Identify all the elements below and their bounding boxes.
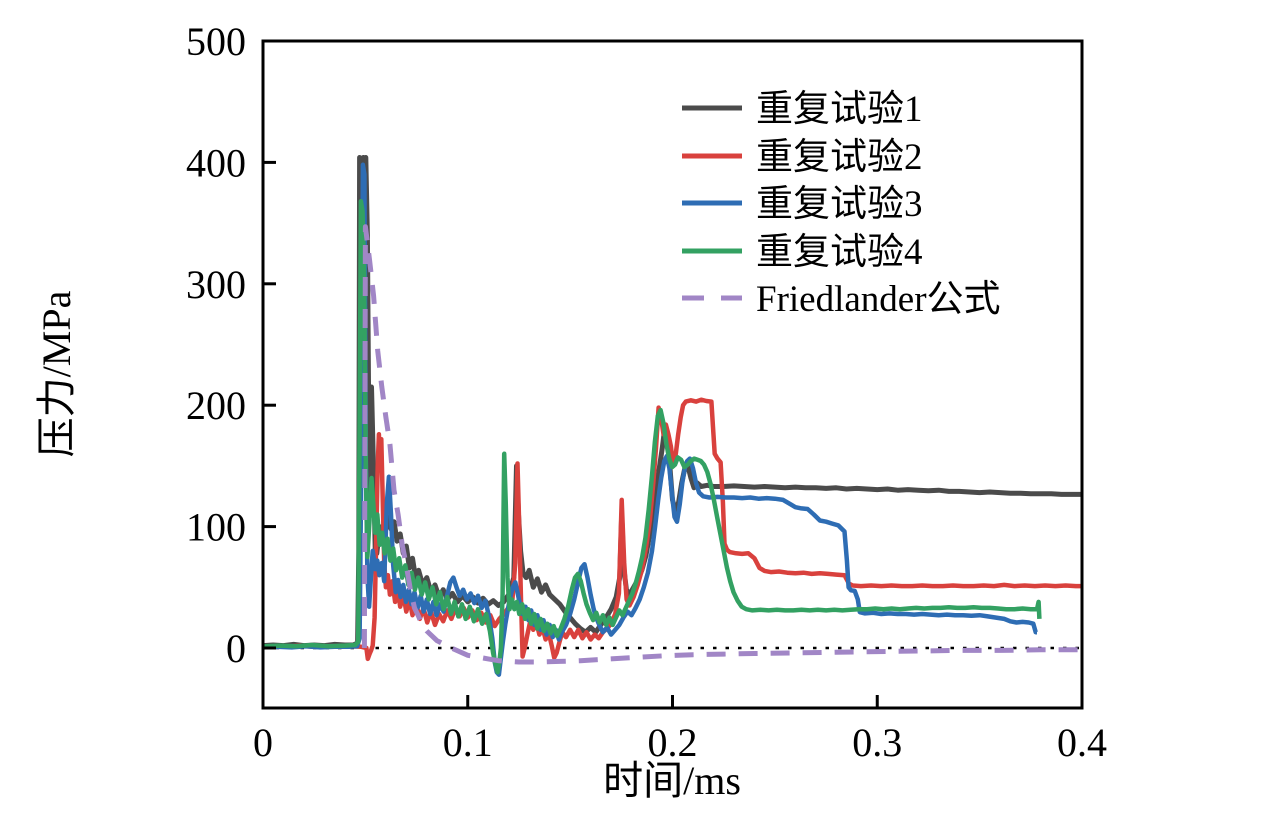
legend-label: 重复试验1: [756, 88, 923, 130]
legend-item: Friedlander公式: [682, 279, 1001, 320]
series-line-repeat-test-3: [262, 162, 1038, 677]
legend-label: 重复试验3: [756, 183, 923, 225]
x-tick-label: 0: [253, 720, 273, 765]
y-tick-label: 100: [186, 505, 246, 550]
x-axis-title: 时间/ms: [603, 758, 741, 803]
legend-item: 重复试验3: [682, 183, 923, 225]
x-tick-label: 0.1: [443, 720, 493, 765]
legend-label: Friedlander公式: [756, 279, 1001, 320]
y-tick-label: 200: [186, 383, 246, 428]
x-tick-label: 0.2: [648, 720, 698, 765]
legend-item: 重复试验2: [682, 136, 923, 178]
y-tick-label: 300: [186, 262, 246, 307]
legend-label: 重复试验2: [756, 136, 923, 178]
legend: 重复试验1 重复试验2 重复试验3 重复试验4 Friedlander公式: [682, 88, 1001, 320]
ticks-layer: [261, 39, 1084, 708]
series-line-repeat-test-2: [262, 397, 1082, 662]
y-tick-label: 500: [186, 19, 246, 64]
x-tick-label: 0.3: [852, 720, 902, 765]
series-layer: [262, 155, 1082, 677]
y-tick-label: 0: [226, 626, 246, 671]
legend-label: 重复试验4: [756, 231, 923, 273]
y-tick-label: 400: [186, 140, 246, 185]
series-line-friedlander-formula: [361, 224, 1082, 665]
legend-item: 重复试验1: [682, 88, 923, 130]
x-tick-label: 0.4: [1057, 720, 1107, 765]
y-axis-title: 压力/MPa: [34, 290, 79, 457]
legend-item: 重复试验4: [682, 231, 923, 273]
tick-labels-layer: 0 100 200 300 400 500 0 0.1 0.2 0.3 0.4: [186, 19, 1107, 765]
